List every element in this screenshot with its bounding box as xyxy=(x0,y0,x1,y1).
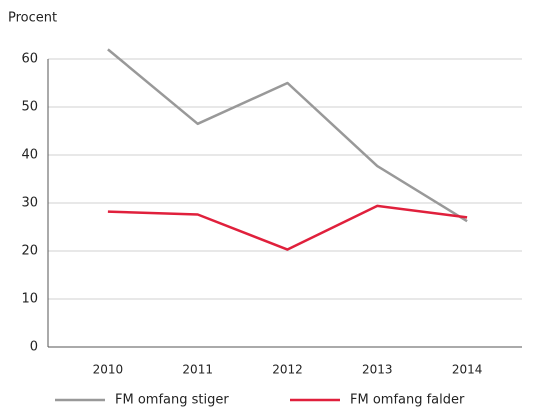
x-tick-label: 2013 xyxy=(362,363,393,377)
y-tick-label: 50 xyxy=(21,100,38,115)
legend-label: FM omfang falder xyxy=(350,393,465,408)
y-axis-label: Procent xyxy=(8,11,57,26)
y-tick-label: 60 xyxy=(21,52,38,67)
y-tick-label: 20 xyxy=(21,244,38,259)
y-tick-label: 30 xyxy=(21,196,38,211)
legend-label: FM omfang stiger xyxy=(115,393,229,408)
y-tick-label: 10 xyxy=(21,292,38,307)
x-tick-label: 2014 xyxy=(452,363,483,377)
y-tick-label: 0 xyxy=(30,340,38,355)
x-tick-label: 2011 xyxy=(182,363,213,377)
x-tick-label: 2012 xyxy=(272,363,303,377)
series-line xyxy=(107,204,468,251)
series-line xyxy=(107,48,468,223)
y-tick-label: 40 xyxy=(21,148,38,163)
x-tick-label: 2010 xyxy=(93,363,124,377)
